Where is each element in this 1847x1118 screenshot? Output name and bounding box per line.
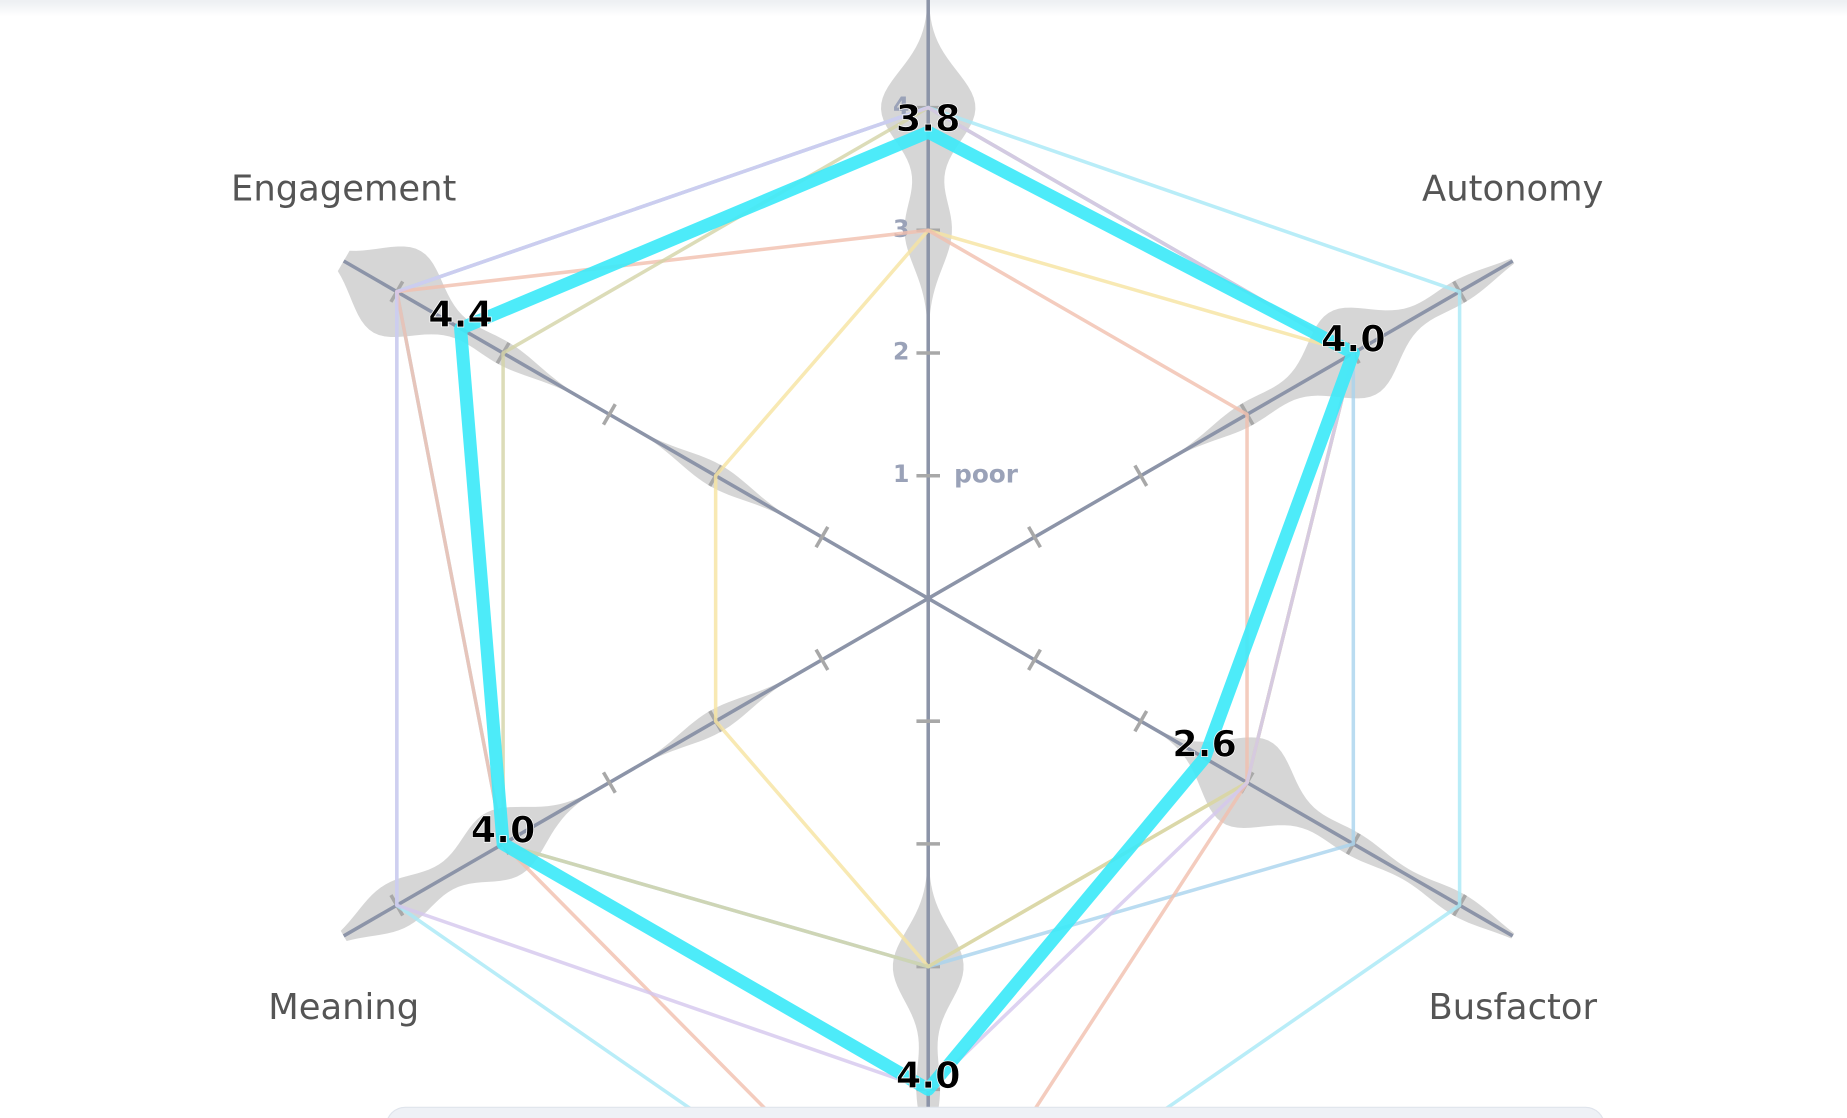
value-label: 2.6: [1172, 723, 1237, 766]
axis-annotation: poor: [954, 460, 1019, 489]
axis-label: Engagement: [231, 168, 456, 209]
top-bar: [0, 0, 1847, 17]
tick-mark: [1027, 648, 1042, 671]
tick-mark: [601, 403, 617, 426]
value-label: 4.0: [1321, 318, 1386, 361]
tick-label: 3: [893, 215, 909, 243]
bottom-panel: [387, 1106, 1604, 1118]
axis-line: [927, 259, 1514, 600]
axis-label: Autonomy: [1422, 168, 1603, 209]
response-line: [395, 105, 1356, 1092]
tick-label: 2: [893, 338, 909, 366]
value-label: 4.0: [896, 1054, 961, 1097]
tick-label: 1: [893, 460, 909, 488]
violin: [337, 246, 929, 599]
value-label: 3.8: [896, 97, 961, 140]
value-label: 4.4: [428, 293, 493, 336]
axis-label: Meaning: [268, 987, 419, 1028]
tick-mark: [1027, 526, 1042, 549]
mean-line: [454, 125, 1360, 1096]
axis-line: [342, 596, 930, 938]
value-label: 4.0: [471, 809, 536, 852]
tick-mark: [601, 771, 617, 794]
axis-line: [927, 596, 1514, 938]
tick-label: 4: [893, 92, 909, 120]
axis-line: [342, 259, 930, 600]
axis-label: Busfactor: [1428, 987, 1597, 1028]
tick-mark: [1133, 710, 1149, 733]
tick-mark: [814, 526, 830, 549]
tick-mark: [814, 648, 830, 671]
tick-mark: [1133, 464, 1149, 487]
